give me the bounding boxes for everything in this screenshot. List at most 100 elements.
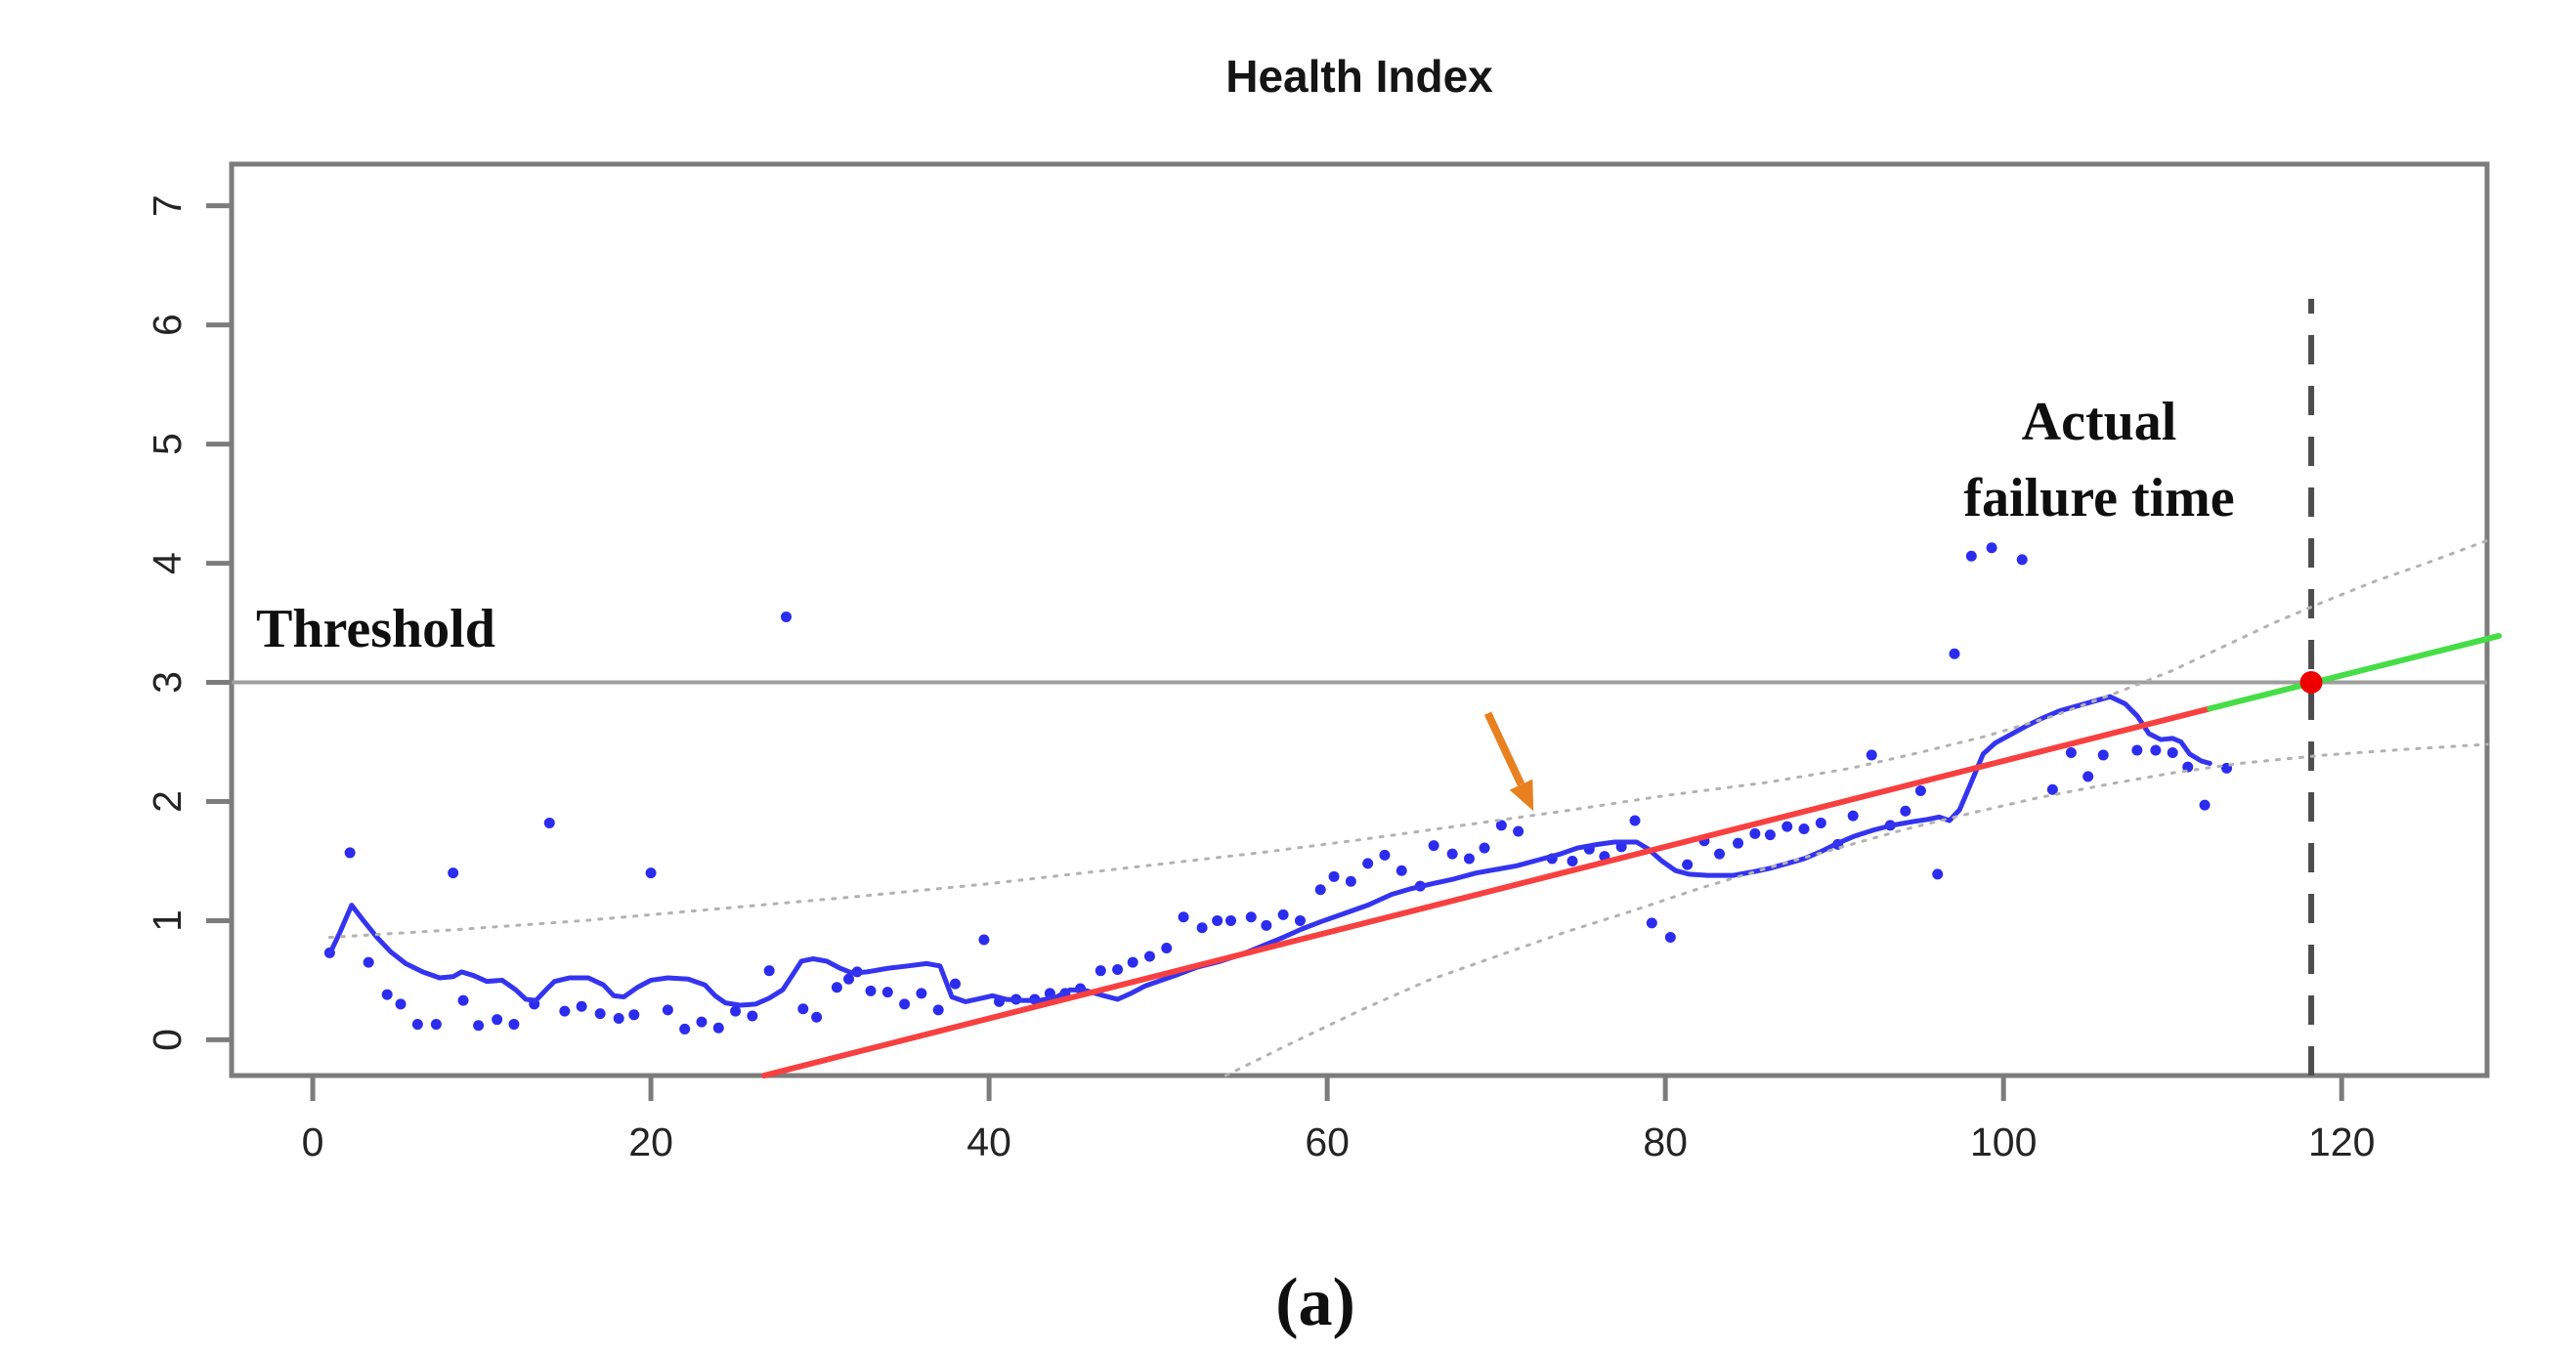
observation-point: [381, 989, 393, 1000]
observation-point: [1567, 855, 1578, 866]
observation-point: [1986, 542, 1997, 554]
series-layer: [232, 298, 2503, 1078]
observation-point: [1362, 858, 1374, 869]
axes-layer: 0 20 40 60 80 100 120 0 1 2 3 4 5 6 7: [145, 161, 2490, 1164]
observation-point: [1196, 922, 1208, 934]
observation-point: [1379, 849, 1391, 861]
observation-point: [2082, 771, 2094, 782]
observation-point: [2097, 749, 2109, 761]
observation-point: [842, 973, 854, 985]
observation-point: [1749, 827, 1761, 839]
observation-point: [576, 1000, 587, 1012]
observation-point: [1949, 648, 1960, 659]
observation-point: [1314, 884, 1326, 896]
y-tick-label: 5: [145, 433, 190, 455]
observation-point: [1646, 917, 1657, 929]
chart-title: Health Index: [1225, 51, 1493, 102]
observation-point: [1143, 951, 1155, 962]
observation-point: [1764, 829, 1776, 841]
observation-point: [1513, 825, 1524, 837]
health-index-observations: [323, 542, 2233, 1035]
observation-point: [797, 1003, 809, 1015]
observation-point: [831, 982, 842, 993]
observation-point: [457, 994, 469, 1006]
y-tick-label: 2: [145, 790, 190, 813]
y-tick-label: 0: [145, 1029, 190, 1051]
figure-caption: (a): [1275, 1265, 1355, 1340]
observation-point: [1965, 550, 1977, 562]
observation-point: [1446, 848, 1458, 860]
fitted-degradation-trend: [760, 705, 2213, 1078]
observation-point: [1261, 919, 1272, 931]
observation-point: [932, 1004, 944, 1016]
observation-point: [1629, 815, 1641, 826]
actual-failure-label-line1: Actual: [2022, 392, 2177, 452]
x-tick-label: 80: [1643, 1120, 1688, 1164]
observation-point: [1225, 914, 1237, 926]
observation-point: [1733, 837, 1744, 849]
observation-point: [1664, 932, 1676, 944]
observation-point: [1161, 943, 1173, 954]
y-tick-label: 6: [145, 314, 190, 336]
observation-point: [1395, 865, 1407, 876]
upper-confidence-bound: [327, 538, 2489, 940]
observation-point: [395, 998, 407, 1010]
observation-point: [1847, 810, 1859, 822]
observation-point: [1479, 842, 1490, 854]
x-tick-label: 120: [2308, 1120, 2375, 1164]
predicted-failure-point: [2299, 671, 2323, 695]
observation-point: [1277, 908, 1289, 920]
observation-point: [696, 1016, 708, 1028]
observation-point: [2167, 746, 2178, 758]
observation-point: [730, 1005, 742, 1017]
observation-point: [916, 988, 927, 999]
observation-point: [559, 1005, 571, 1017]
observation-point: [1782, 821, 1793, 832]
x-tick-label: 20: [628, 1120, 673, 1164]
observation-point: [363, 956, 374, 968]
observation-point: [2046, 783, 2058, 795]
observation-point: [1095, 965, 1106, 977]
observation-point: [543, 817, 555, 828]
observation-point: [1495, 820, 1507, 831]
observation-point: [747, 1010, 758, 1022]
observation-point: [594, 1008, 606, 1020]
observation-point: [1714, 848, 1726, 860]
observation-point: [1866, 749, 1877, 761]
observation-point: [2199, 799, 2211, 811]
y-tick-label: 3: [145, 671, 190, 694]
observation-point: [344, 847, 356, 859]
observation-point: [2016, 554, 2028, 566]
observation-point: [1345, 875, 1356, 887]
observation-point: [763, 965, 775, 977]
extrapolated-prediction: [2207, 632, 2503, 712]
annotation-arrow-shaft: [1483, 711, 1525, 786]
y-tick-label: 1: [145, 909, 190, 932]
x-tick-label: 100: [1970, 1120, 2037, 1164]
lower-confidence-bound: [1224, 742, 2489, 1077]
observation-point: [1682, 859, 1694, 870]
observation-point: [1900, 805, 1911, 817]
observation-point: [1798, 824, 1810, 835]
x-tick-label: 0: [302, 1120, 324, 1164]
observation-point: [1428, 840, 1439, 852]
observation-point: [2150, 744, 2162, 756]
observation-point: [1212, 914, 1224, 926]
x-tick-label: 60: [1305, 1120, 1350, 1164]
observation-point: [1178, 911, 1189, 923]
annotation-layer: [1483, 711, 1534, 812]
observation-point: [1112, 963, 1124, 975]
observation-point: [448, 867, 459, 879]
annotation-arrow-head: [1509, 779, 1534, 812]
y-tick-label: 4: [145, 552, 190, 574]
observation-point: [645, 867, 657, 879]
y-tick-label: 7: [145, 194, 190, 217]
observation-point: [613, 1012, 624, 1024]
threshold-label: Threshold: [256, 599, 495, 659]
plot-box: [229, 161, 2490, 1078]
observation-point: [1932, 868, 1944, 880]
observation-point: [1815, 817, 1826, 828]
smoothed-health-index: [326, 694, 2212, 1008]
observation-point: [492, 1014, 503, 1026]
